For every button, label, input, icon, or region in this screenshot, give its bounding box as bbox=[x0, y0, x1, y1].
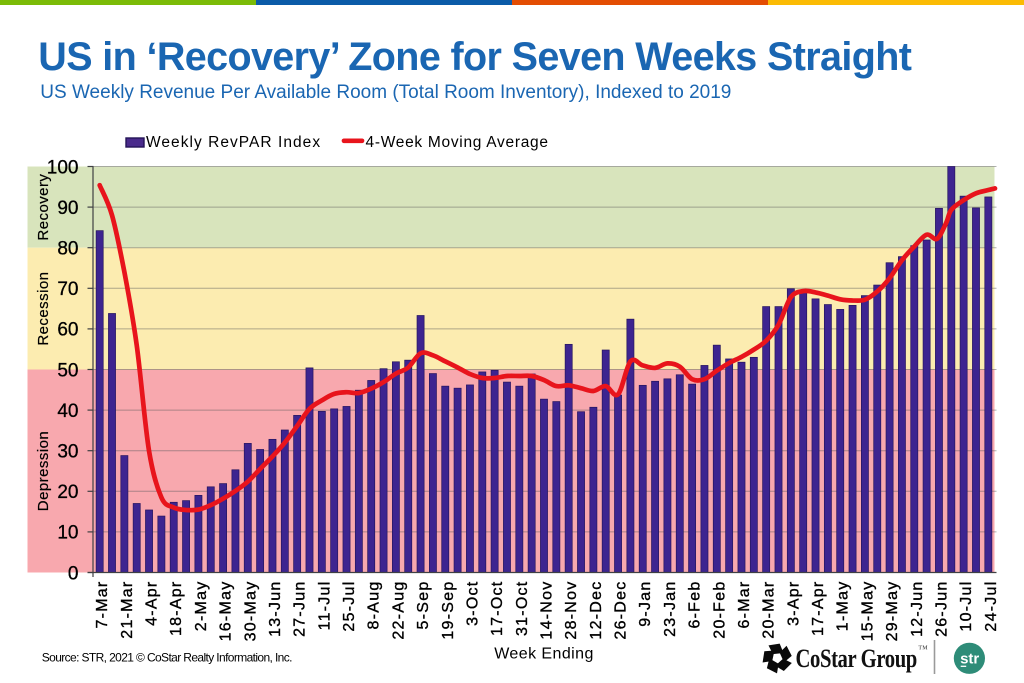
svg-text:12-Dec: 12-Dec bbox=[588, 581, 605, 640]
svg-text:20-Mar: 20-Mar bbox=[761, 581, 778, 639]
svg-text:40: 40 bbox=[57, 401, 78, 422]
svg-text:16-May: 16-May bbox=[218, 581, 235, 642]
svg-text:80: 80 bbox=[57, 239, 78, 260]
svg-text:50: 50 bbox=[57, 360, 78, 381]
svg-text:3-Oct: 3-Oct bbox=[464, 581, 481, 626]
svg-text:5-Sep: 5-Sep bbox=[415, 581, 432, 630]
svg-text:22-Aug: 22-Aug bbox=[390, 581, 407, 640]
svg-text:14-Nov: 14-Nov bbox=[539, 581, 556, 640]
svg-text:31-Oct: 31-Oct bbox=[514, 581, 531, 637]
svg-text:19-Sep: 19-Sep bbox=[440, 581, 457, 640]
svg-text:29-May: 29-May bbox=[884, 581, 901, 642]
svg-text:27-Jun: 27-Jun bbox=[292, 581, 309, 637]
svg-text:3-Apr: 3-Apr bbox=[785, 581, 802, 626]
svg-text:15-May: 15-May bbox=[859, 581, 876, 642]
svg-text:20-Feb: 20-Feb bbox=[711, 581, 728, 639]
svg-text:30-May: 30-May bbox=[242, 581, 259, 642]
svg-text:17-Oct: 17-Oct bbox=[489, 581, 506, 637]
svg-text:26-Jun: 26-Jun bbox=[934, 581, 951, 637]
svg-text:23-Jan: 23-Jan bbox=[662, 581, 679, 637]
svg-text:4-Week Moving Average: 4-Week Moving Average bbox=[366, 134, 549, 151]
svg-text:26-Dec: 26-Dec bbox=[613, 581, 630, 640]
svg-text:18-Apr: 18-Apr bbox=[168, 581, 185, 637]
svg-text:100: 100 bbox=[47, 157, 79, 178]
svg-text:70: 70 bbox=[57, 279, 78, 300]
svg-text:CoStar Group: CoStar Group bbox=[796, 645, 918, 674]
svg-text:13-Jun: 13-Jun bbox=[267, 581, 284, 637]
svg-text:60: 60 bbox=[57, 320, 78, 341]
svg-text:1-May: 1-May bbox=[835, 581, 852, 632]
svg-text:30: 30 bbox=[57, 442, 78, 463]
svg-text:28-Nov: 28-Nov bbox=[563, 581, 580, 640]
svg-text:25-Jul: 25-Jul bbox=[341, 581, 358, 632]
svg-text:Weekly RevPAR Index: Weekly RevPAR Index bbox=[146, 134, 321, 151]
svg-text:8-Aug: 8-Aug bbox=[366, 581, 383, 630]
svg-text:Recovery: Recovery bbox=[35, 174, 52, 241]
svg-text:17-Apr: 17-Apr bbox=[810, 581, 827, 637]
svg-text:str: str bbox=[960, 651, 979, 668]
svg-text:0: 0 bbox=[68, 563, 79, 584]
svg-text:21-Mar: 21-Mar bbox=[119, 581, 136, 639]
svg-text:4-Apr: 4-Apr bbox=[144, 581, 161, 626]
svg-text:12-Jun: 12-Jun bbox=[909, 581, 926, 637]
svg-text:90: 90 bbox=[57, 198, 78, 219]
svg-text:20: 20 bbox=[57, 482, 78, 503]
svg-text:10-Jul: 10-Jul bbox=[958, 581, 975, 632]
svg-text:6-Mar: 6-Mar bbox=[736, 581, 753, 629]
svg-text:11-Jul: 11-Jul bbox=[316, 581, 333, 631]
svg-text:24-Jul: 24-Jul bbox=[983, 581, 1000, 632]
svg-text:9-Jan: 9-Jan bbox=[637, 581, 654, 627]
svg-text:Depression: Depression bbox=[35, 431, 52, 511]
svg-text:2-May: 2-May bbox=[193, 581, 210, 632]
svg-text:™: ™ bbox=[918, 644, 928, 655]
svg-text:Source: STR, 2021 © CoStar Rea: Source: STR, 2021 © CoStar Realty Inform… bbox=[42, 650, 292, 664]
svg-text:Week Ending: Week Ending bbox=[494, 646, 594, 663]
svg-text:Recession: Recession bbox=[35, 272, 52, 346]
svg-text:10: 10 bbox=[57, 523, 78, 544]
svg-text:6-Feb: 6-Feb bbox=[687, 581, 704, 629]
svg-text:7-Mar: 7-Mar bbox=[94, 581, 111, 629]
